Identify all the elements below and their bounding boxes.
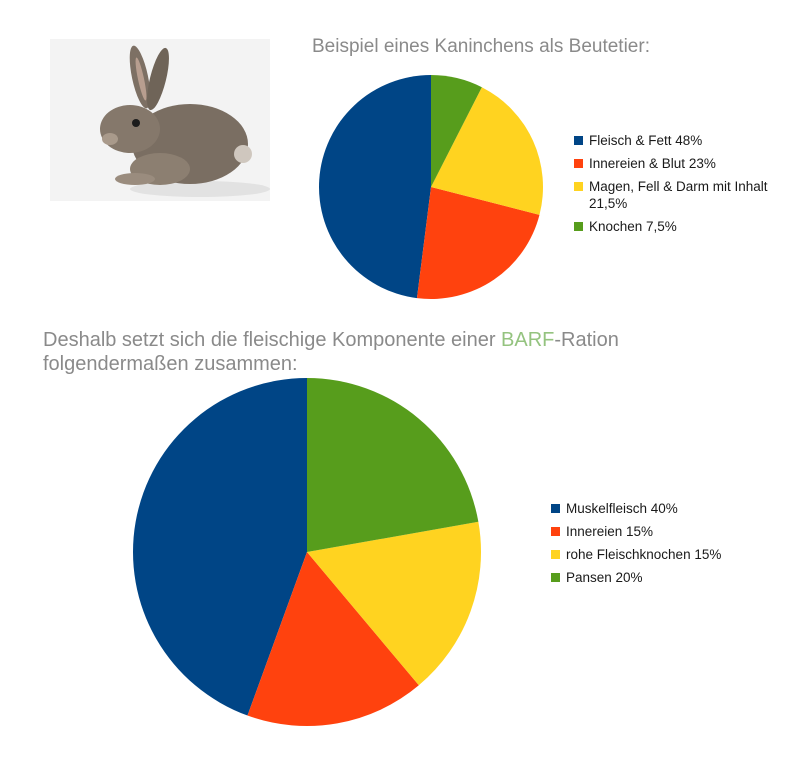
legend-item-1-0: Muskelfleisch 40% [551, 500, 781, 517]
legend-swatch [574, 222, 583, 231]
pie-slice-1-2 [307, 521, 481, 686]
legend-barf: Muskelfleisch 40% Innereien 15% rohe Fleis… [551, 500, 781, 592]
legend-item-0-3: Knochen 7,5% [574, 218, 784, 235]
pie-slice-0-1 [416, 187, 540, 299]
pie-slice-0-3 [431, 75, 482, 187]
legend-swatch [574, 136, 583, 145]
legend-swatch [551, 504, 560, 513]
legend-label: Muskelfleisch 40% [566, 501, 678, 516]
legend-item-0-1: Innereien & Blut 23% [574, 155, 784, 172]
title-text-start: Deshalb setzt sich die fleischige Kompon… [43, 329, 502, 351]
legend-label: Innereien & Blut 23% [589, 156, 716, 171]
bottom-chart-title: Deshalb setzt sich die fleischige Kompon… [43, 328, 743, 376]
legend-swatch [551, 550, 560, 559]
pie-slice-0-2 [431, 87, 543, 215]
legend-label: rohe Fleischknochen 15% [566, 547, 722, 562]
title-highlight-barf: BARF [501, 329, 555, 351]
legend-swatch [574, 159, 583, 168]
legend-swatch [551, 527, 560, 536]
title-text-end: -Ration folgendermaßen zusammen: [43, 329, 619, 375]
legend-item-1-3: Pansen 20% [551, 569, 781, 586]
rabbit-icon [100, 45, 270, 197]
pie-chart-barf [132, 378, 481, 726]
pie-slice-1-1 [247, 552, 419, 726]
legend-item-0-0: Fleisch & Fett 48% [574, 132, 784, 149]
legend-item-1-2: rohe Fleischknochen 15% [551, 546, 781, 563]
pie-slice-1-3 [307, 378, 479, 552]
legend-label: Magen, Fell & Darm mit Inhalt 21,5% [589, 179, 768, 211]
legend-label: Fleisch & Fett 48% [589, 133, 703, 148]
legend-label: Knochen 7,5% [589, 219, 677, 234]
legend-rabbit: Fleisch & Fett 48% Innereien & Blut 23% Ma… [574, 132, 784, 241]
top-chart-title: Beispiel eines Kaninchens als Beutetier: [312, 36, 650, 57]
pie-slice-1-0 [132, 378, 307, 716]
pie-slice-0-0 [318, 75, 431, 299]
rabbit-photo [50, 39, 270, 201]
legend-item-1-1: Innereien 15% [551, 523, 781, 540]
legend-label: Pansen 20% [566, 570, 643, 585]
pie-chart-rabbit [318, 75, 543, 299]
legend-swatch [551, 573, 560, 582]
legend-swatch [574, 182, 583, 191]
legend-item-0-2: Magen, Fell & Darm mit Inhalt 21,5% [574, 178, 784, 212]
legend-label: Innereien 15% [566, 524, 654, 539]
